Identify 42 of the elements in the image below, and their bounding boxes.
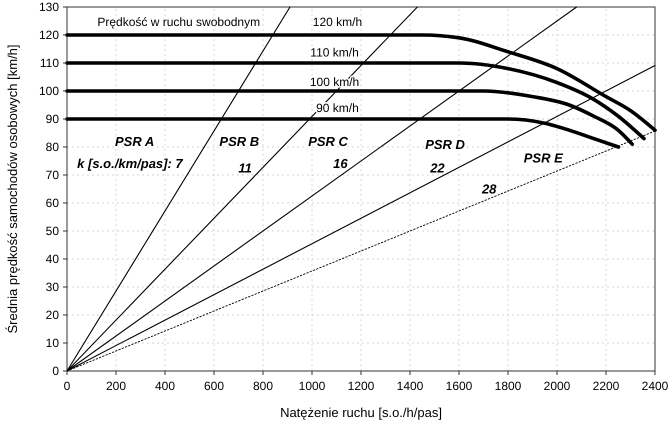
y-tick-label: 120 — [38, 28, 60, 42]
x-tick-label: 1600 — [446, 379, 473, 393]
x-tick-label: 1400 — [396, 379, 424, 393]
annotation: PSR A — [114, 134, 154, 150]
annotation: PSR D — [425, 136, 466, 152]
x-tick-label: 200 — [106, 379, 126, 393]
y-tick-label: 110 — [40, 56, 60, 70]
x-tick-label: 0 — [64, 379, 71, 393]
x-tick-label: 2200 — [592, 379, 620, 393]
annotation: 110 km/h — [310, 46, 359, 60]
annotation: 22 — [429, 160, 446, 176]
annotation: PSR B — [219, 134, 260, 150]
y-tick-label: 60 — [46, 196, 60, 210]
y-tick-label: 0 — [52, 364, 60, 378]
x-axis-title: Natężenie ruchu [s.o./h/pas] — [280, 405, 442, 420]
y-tick-label: 130 — [38, 0, 60, 14]
x-tick-label: 800 — [252, 379, 274, 393]
y-tick-label: 80 — [46, 140, 60, 154]
x-tick-label: 1800 — [494, 379, 522, 393]
y-tick-label: 10 — [46, 336, 60, 350]
annotation: PSR E — [524, 150, 564, 166]
y-tick-label: 30 — [46, 280, 60, 294]
y-tick-label: 40 — [46, 252, 60, 266]
annotation: 16 — [333, 156, 348, 172]
x-tick-label: 1200 — [348, 379, 375, 393]
annotation: k [s.o./km/pas]: 7 — [77, 156, 184, 172]
annotation: Prędkość w ruchu swobodnym — [97, 14, 260, 29]
annotation: 120 km/h — [312, 14, 362, 29]
x-tick-label: 600 — [204, 379, 224, 393]
y-tick-label: 100 — [38, 84, 60, 98]
annotation: 11 — [238, 160, 252, 176]
annotation: 28 — [480, 182, 498, 197]
x-tick-label: 1000 — [298, 379, 326, 393]
annotation: PSR C — [308, 134, 349, 150]
x-tick-label: 2000 — [544, 379, 571, 393]
x-tick-label: 400 — [154, 379, 176, 393]
y-tick-label: 90 — [46, 112, 60, 126]
y-tick-label: 70 — [46, 168, 60, 182]
x-tick-label: 2400 — [642, 379, 669, 393]
y-tick-label: 20 — [46, 308, 60, 322]
y-axis-title: Średnia prędkość samochodów osobowych [km/h] — [5, 44, 20, 334]
y-tick-label: 50 — [46, 224, 60, 238]
